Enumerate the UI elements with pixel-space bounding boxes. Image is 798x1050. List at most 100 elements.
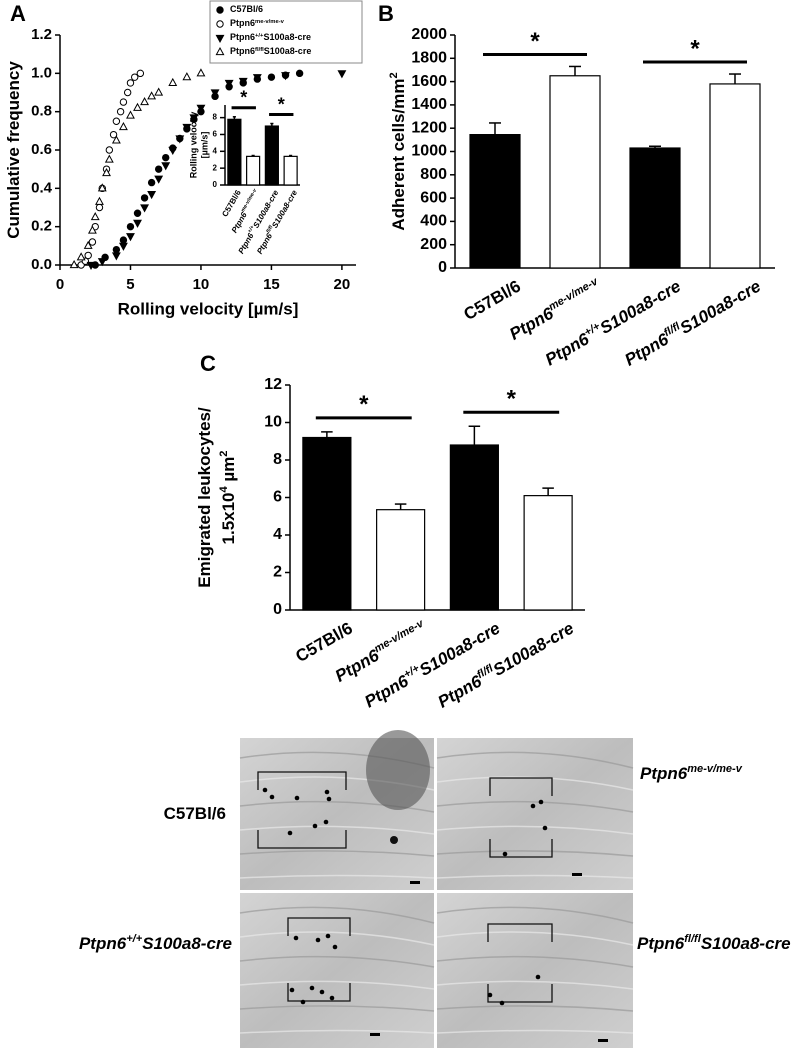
bar [376,509,426,611]
y-tick-label: 0.8 [31,103,52,120]
y-tick-label: 4 [213,146,218,155]
vessel-texture [436,751,634,769]
cell-dot [329,995,335,1001]
marker [216,20,224,28]
y-axis-title: Rolling velocity [189,112,199,179]
vessel-texture [436,1029,634,1034]
image-caption-part: S100a8-cre [701,934,791,953]
marker [90,212,100,221]
marker [111,252,121,261]
marker [196,68,206,77]
image-caption-part: C57Bl/6 [164,804,226,823]
y-axis-title-part: µm [219,457,238,487]
significance-star: * [240,88,247,108]
y-tick-label: 6 [213,130,218,139]
marker [295,69,304,78]
significance-star: * [530,28,540,55]
marker [118,121,128,131]
marker [147,178,156,187]
marker [216,6,224,14]
marker [162,153,170,162]
bar [302,436,352,611]
vessel-texture [436,825,634,835]
marker [76,252,86,261]
x-tick-label-part: me-v/me-v [372,617,426,655]
marker [147,190,157,200]
vessel-texture [436,980,634,990]
bar [629,147,681,269]
marker [215,46,225,56]
y-axis-title: Cumulative frequency [4,61,23,239]
scale-bar [572,873,582,876]
vessel-texture [239,800,435,813]
marker [69,259,79,269]
cell-dot [325,933,331,939]
cell-dot [323,819,329,825]
y-tick-label: 1800 [411,50,447,67]
marker [119,236,128,244]
cell-dot [293,935,299,941]
legend-label-part: S100a8-cre [263,32,311,42]
legend-label: Ptpn6me-v/me-v [230,18,285,28]
cell-dot [309,985,315,991]
legend-label-part: me-v/me-v [255,19,285,25]
panel-label: A [10,1,26,26]
marker [112,117,121,125]
y-tick-label: 0.4 [31,179,53,196]
x-tick-label: 15 [263,276,280,293]
y-tick-label: 10 [264,414,282,431]
bar [523,495,573,611]
panel-label: C [200,351,216,376]
y-tick-label: 0.6 [31,141,52,158]
vessel-texture [436,931,634,946]
image-caption-part: Ptpn6 [79,934,127,953]
legend-label-part: +/+ [255,33,264,39]
significance-star: * [690,35,700,62]
y-tick-label: 8 [213,113,218,122]
marker [215,34,225,44]
legend-label-part: Ptpn6 [230,32,255,42]
x-tick-label-part: S100a8-cre [490,619,577,680]
marker [175,135,185,144]
y-tick-label: 200 [420,236,447,253]
y-tick-label: 1.0 [31,64,52,81]
x-tick-label-part: Ptpn6 [237,231,256,255]
cell-dot [319,989,325,995]
marker [154,165,163,173]
image-caption-part: Ptpn6 [637,934,685,953]
bar [709,83,761,269]
vessel-texture [436,1005,634,1012]
bar [449,444,499,611]
marker [182,123,192,133]
image-caption-part: fl/fl [684,933,701,945]
x-tick-label-part: me-v/me-v [240,187,259,213]
y-tick-label: 6 [273,489,282,506]
cell-dot [300,999,306,1005]
image-caption: C57Bl/6 [164,804,226,823]
x-tick-label-part: +/+ [247,225,256,235]
roi-bracket [489,777,553,858]
vessel-texture [239,955,435,968]
dark-spot [390,836,398,844]
y-tick-label: 400 [420,213,447,230]
roi-bracket [487,923,553,1003]
vessel-texture [436,874,634,879]
marker [126,79,135,87]
y-axis-title: Adherent cells/mm2 [388,72,409,230]
y-tick-label: 1600 [411,73,447,90]
marker [267,73,276,81]
scale-bar [598,1039,608,1042]
image-caption-part: me-v/me-v [687,763,743,775]
vessel-texture [239,850,435,857]
marker [196,104,206,113]
x-tick-label-part: C57Bl/6 [293,619,357,667]
y-axis-title-part: 2 [218,451,230,457]
marker [105,146,114,154]
marker [83,240,93,249]
marker [97,183,107,192]
vessel-texture [239,1005,435,1012]
micrograph [240,893,434,1048]
panel-a: A0.00.20.40.60.81.01.20 5 10 15 20Cumulative… [4,0,363,318]
